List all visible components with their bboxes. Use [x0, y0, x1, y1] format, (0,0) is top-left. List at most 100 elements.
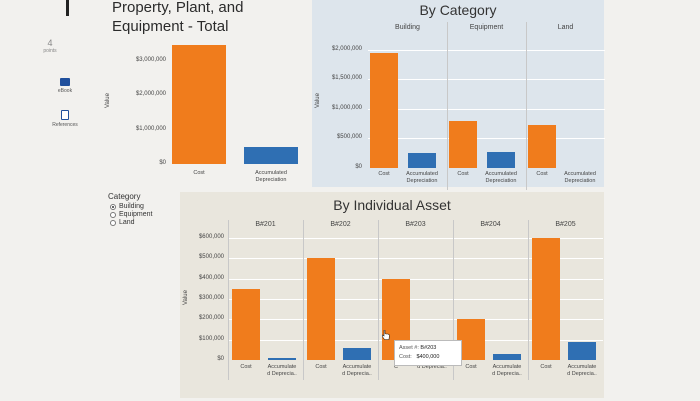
x-tick-label: Accumulated Depreciation: [406, 171, 438, 184]
gridline: [228, 278, 603, 280]
x-tick-label: Accumulate d Deprecia..: [567, 364, 597, 377]
category-filter-title: Category: [108, 192, 141, 201]
cost-bar: [232, 288, 260, 360]
accumulated-depreciation-bar: [568, 341, 596, 360]
cost-bar: [370, 52, 398, 168]
cost-bar: [449, 120, 477, 168]
group-divider: [447, 22, 448, 190]
y-tick-label: $1,500,000: [331, 75, 362, 82]
radio-selected-icon: [110, 203, 116, 210]
x-tick-label: Cost: [536, 171, 548, 177]
points-value: 4: [47, 38, 53, 48]
y-tick-label: $1,000,000: [135, 125, 166, 132]
document-icon: [61, 110, 69, 120]
cost-bar: [528, 125, 556, 168]
tooltip-cost-label: Cost:: [399, 354, 412, 360]
category-option-equipment[interactable]: Equipment: [110, 211, 152, 218]
tooltip-cost-value: $400,000: [416, 354, 440, 360]
category-option-land[interactable]: Land: [110, 219, 152, 226]
group-header: B#205: [555, 221, 576, 228]
y-tick-label: $2,000,000: [331, 45, 362, 52]
gridline: [368, 49, 605, 51]
y-tick-label: $0: [159, 160, 166, 166]
x-tick-label: Cost: [315, 364, 327, 370]
x-tick-label: Cost: [240, 364, 252, 370]
group-header: B#202: [330, 221, 351, 228]
points-label: points: [43, 48, 57, 54]
group-divider: [453, 220, 454, 380]
references-button[interactable]: References: [48, 110, 82, 128]
group-header: B#203: [405, 221, 426, 228]
accumulated-depreciation-bar: [343, 347, 371, 360]
ebook-label: eBook: [57, 88, 73, 94]
window-edge-bar: [66, 0, 69, 16]
ebook-button[interactable]: eBook: [48, 78, 82, 94]
group-header: Land: [557, 24, 574, 31]
tooltip-asset-label: Asset #:: [399, 345, 419, 351]
group-divider: [303, 220, 304, 380]
book-icon: [60, 78, 70, 86]
cost-bar: [532, 238, 560, 360]
gridline: [368, 108, 605, 110]
group-header: B#201: [255, 221, 276, 228]
points-indicator: 4 points: [38, 38, 62, 54]
gridline: [368, 138, 605, 140]
page-title: Property, Plant, and Equipment - Total: [112, 0, 243, 36]
y-tick-label: $400,000: [198, 274, 224, 281]
accumulated-depreciation-bar: [268, 357, 296, 360]
x-tick-label: Accumulated Depreciation: [485, 171, 517, 184]
group-header: B#204: [480, 221, 501, 228]
y-tick-label: $3,000,000: [135, 56, 166, 63]
group-header: Building: [395, 24, 420, 31]
category-option-label: Equipment: [119, 211, 153, 218]
category-option-label: Building: [119, 203, 144, 210]
gridline: [228, 319, 603, 321]
y-tick-label: $600,000: [198, 234, 224, 241]
y-tick-label: $0: [355, 164, 362, 170]
y-tick-label: $100,000: [198, 335, 224, 342]
hand-cursor-icon: [382, 330, 390, 340]
y-tick-label: $500,000: [198, 254, 224, 261]
accumulated-depreciation-bar: [244, 147, 298, 164]
group-divider: [378, 220, 379, 380]
gridline: [228, 258, 603, 260]
gridline: [368, 79, 605, 81]
radio-icon: [110, 211, 116, 218]
y-tick-label: $1,000,000: [331, 104, 362, 111]
group-divider: [526, 22, 527, 190]
x-tick-label: Cost: [457, 171, 469, 177]
y-tick-label: $500,000: [336, 134, 362, 141]
x-tick-label: C: [394, 364, 398, 370]
page-title-line2: Equipment - Total: [112, 18, 229, 35]
accumulated-depreciation-bar: [408, 152, 436, 168]
group-header: Equipment: [469, 24, 504, 31]
y-tick-label: $200,000: [198, 315, 224, 322]
x-tick-label: Accumulate d Deprecia..: [267, 364, 297, 377]
x-tick-label: Accumulate d Deprecia..: [342, 364, 372, 377]
x-tick-label: d Deprecia..: [417, 364, 447, 370]
x-tick-label: Accumulated Depreciation: [564, 171, 596, 184]
category-option-building[interactable]: Building: [110, 203, 152, 210]
by-category-title: By Category: [419, 2, 497, 18]
gridline: [228, 238, 603, 240]
by-individual-asset-title: By Individual Asset: [333, 197, 451, 213]
accumulated-depreciation-bar: [493, 353, 521, 360]
x-tick-label: Accumulate d Deprecia..: [492, 364, 522, 377]
radio-icon: [110, 219, 116, 226]
accumulated-depreciation-bar: [487, 152, 515, 168]
y-tick-label: $0: [217, 356, 224, 362]
group-divider: [228, 220, 229, 380]
y-tick-label: $300,000: [198, 295, 224, 302]
x-tick-label: Cost: [378, 171, 390, 177]
gridline: [228, 299, 603, 301]
x-tick-label: Accumulated Depreciation: [255, 170, 287, 183]
category-option-label: Land: [119, 219, 135, 226]
tooltip-asset-value: B#203: [420, 345, 437, 351]
cost-bar: [172, 45, 226, 164]
asset-tooltip: Asset #: B#203 Cost: $400,000: [394, 340, 462, 366]
group-divider: [528, 220, 529, 380]
y-axis-title: Value: [105, 93, 111, 108]
cost-bar: [307, 258, 335, 360]
category-filter: Category Building Equipment Land: [108, 192, 152, 227]
x-tick-label: Cost: [193, 170, 205, 176]
